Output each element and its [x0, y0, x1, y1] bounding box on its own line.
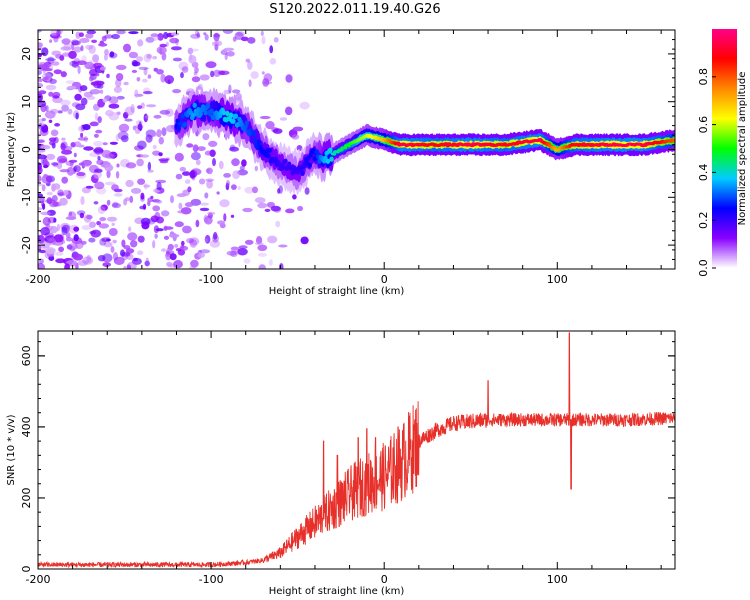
- snr-y-tick-label: 400: [20, 416, 33, 437]
- spectrogram-x-tick-label: -200: [26, 273, 51, 286]
- snr-y-tick-label: 0: [20, 566, 33, 573]
- spectrogram-ridge: [174, 86, 675, 195]
- spectrogram-x-axis-label: Height of straight line (km): [269, 286, 405, 297]
- snr-line-plot: [38, 332, 675, 569]
- spectrogram-y-tick-label: -20: [20, 236, 33, 254]
- snr-y-axis-label: SNR (10 * v/v): [6, 414, 17, 485]
- spectrogram-x-tick-label: 100: [547, 273, 568, 286]
- snr-x-tick-label: 0: [381, 573, 388, 586]
- snr-x-tick-label: -200: [26, 573, 51, 586]
- spectrogram-y-tick-label: 20: [20, 47, 33, 61]
- snr-frame: [37, 330, 676, 570]
- spectrogram-y-tick-label: 10: [20, 95, 33, 109]
- snr-y-tick-label: 200: [20, 487, 33, 508]
- snr-axes: -200 -100 0 100 Height of straight line (km)…: [6, 330, 676, 597]
- snr-x-tick-label: 100: [547, 573, 568, 586]
- spectrogram-x-tick-label: 0: [381, 273, 388, 286]
- colorbar-tick-label: 0.4: [697, 164, 710, 182]
- colorbar-gradient: [712, 29, 737, 268]
- chart-title: S120.2022.011.19.40.G26: [269, 2, 441, 17]
- spectrogram-y-tick-label: 0: [20, 146, 33, 153]
- snr-x-axis-label: Height of straight line (km): [269, 586, 405, 597]
- spectrogram-noise-blobs: [38, 30, 310, 269]
- colorbar-tick-label: 0.2: [697, 211, 710, 229]
- spectrogram-x-tick-label: -100: [199, 273, 224, 286]
- spectrogram-y-axis-label: Frequency (Hz): [6, 112, 17, 188]
- snr-x-tick-label: -100: [199, 573, 224, 586]
- spectrogram-y-tick-label: -10: [20, 188, 33, 206]
- spectrogram-heatmap: [38, 30, 675, 269]
- colorbar-tick-label: 0.0: [697, 259, 710, 277]
- colorbar-label: Normalized spectral amplitude: [737, 72, 748, 226]
- colorbar-tick-label: 0.8: [697, 68, 710, 86]
- snr-y-tick-label: 600: [20, 345, 33, 366]
- colorbar-tick-label: 0.6: [697, 116, 710, 134]
- colorbar: 0.0 0.2 0.4 0.6 0.8 Normalized spectral ampli…: [697, 29, 748, 277]
- snr-series-line: [38, 332, 675, 569]
